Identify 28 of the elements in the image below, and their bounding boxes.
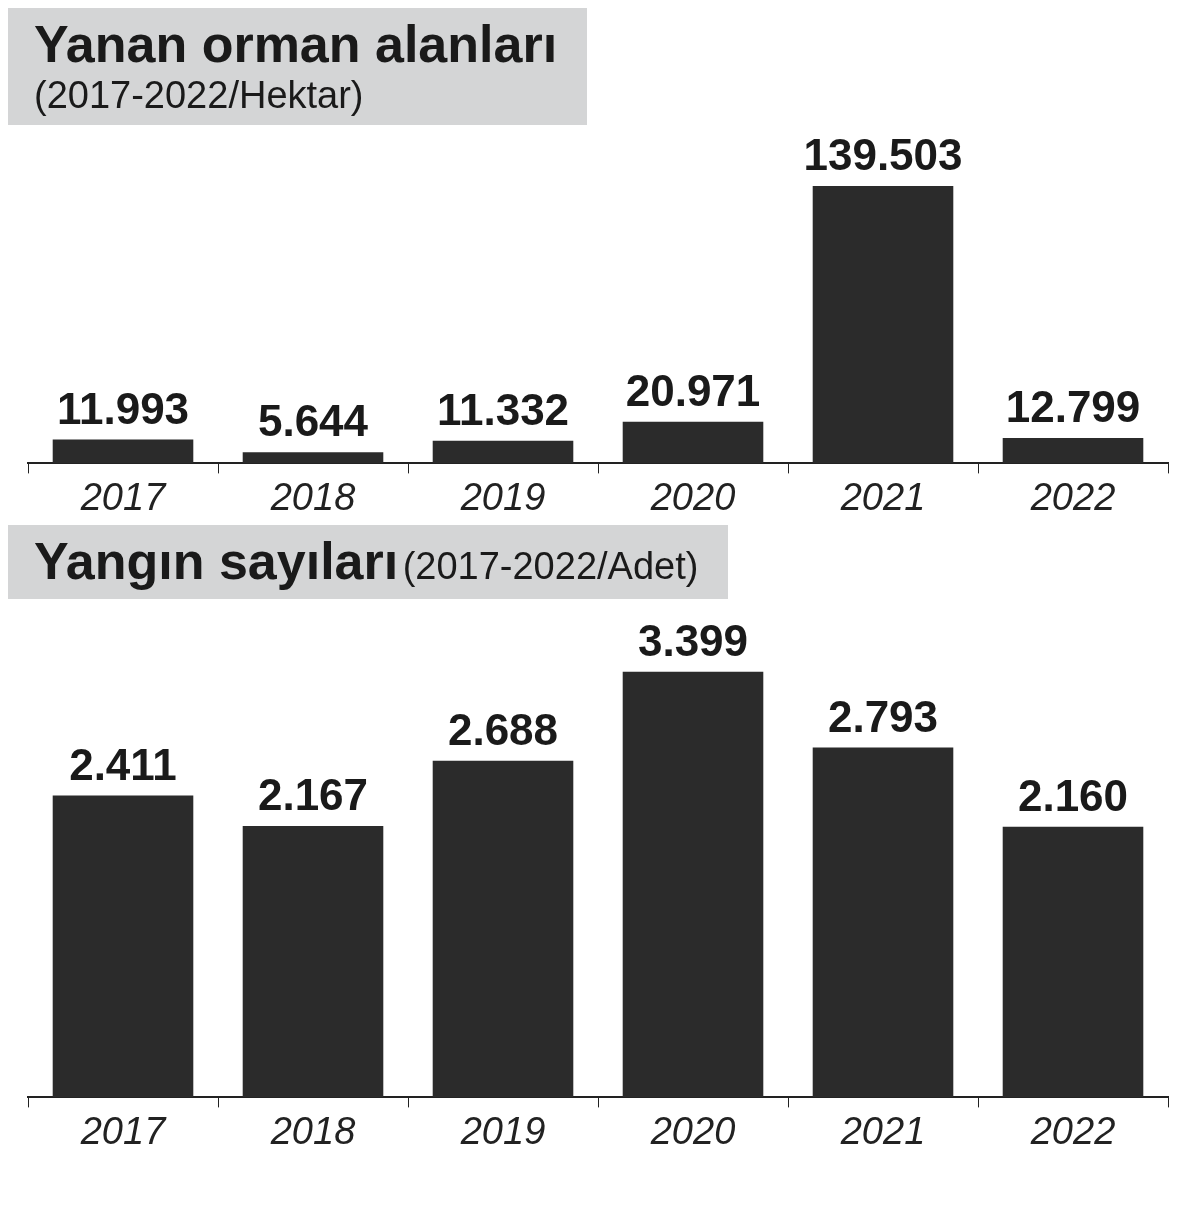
- x-tick-label: 2019: [459, 475, 546, 518]
- x-tick-label: 2020: [649, 475, 736, 518]
- data-label: 12.799: [1005, 382, 1141, 432]
- chart-title: Yangın sayıları: [34, 532, 399, 590]
- chart-subtitle: (2017-2022/Adet): [402, 545, 699, 587]
- data-label: 11.993: [56, 383, 190, 433]
- data-label: 20.971: [625, 365, 761, 415]
- x-tick-label: 2017: [79, 1109, 168, 1152]
- x-tick-label: 2018: [269, 475, 356, 518]
- x-tick-label: 2020: [649, 1109, 736, 1152]
- data-label: 2.688: [447, 704, 559, 754]
- chart-title: Yanan orman alanları: [34, 15, 558, 73]
- x-tick-label: 2021: [839, 1109, 926, 1152]
- data-label: 5.644: [257, 396, 369, 446]
- data-label: 11.332: [436, 385, 570, 435]
- x-tick-label: 2018: [269, 1109, 356, 1152]
- data-label: 2.411: [69, 739, 177, 789]
- x-tick-label: 2022: [1029, 1109, 1116, 1152]
- x-tick-label: 2019: [459, 1109, 546, 1152]
- chart-subtitle: (2017-2022/Hektar): [34, 74, 364, 116]
- data-label: 139.503: [803, 130, 963, 180]
- x-tick-label: 2022: [1029, 475, 1116, 518]
- data-label: 3.399: [637, 615, 749, 665]
- data-label: 2.160: [1017, 770, 1129, 820]
- data-label: 2.793: [827, 691, 939, 741]
- x-tick-label: 2017: [79, 475, 168, 518]
- data-label: 2.167: [257, 770, 369, 820]
- x-tick-label: 2021: [839, 475, 926, 518]
